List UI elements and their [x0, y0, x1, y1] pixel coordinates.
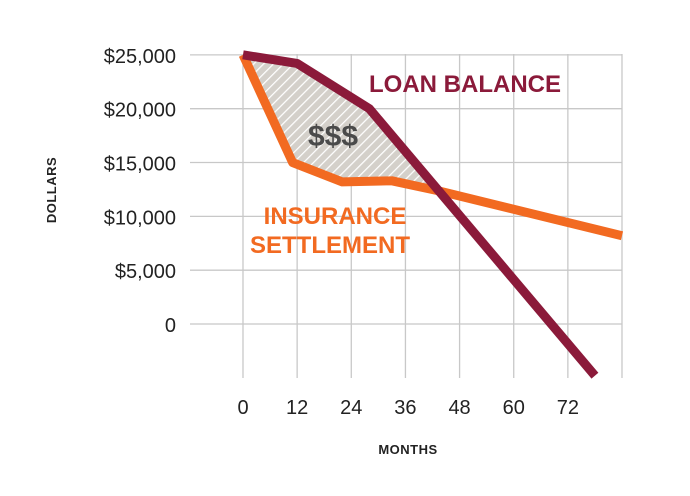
- y-tick-labels: 0 $5,000 $10,000 $15,000 $20,000 $25,000: [104, 46, 176, 337]
- x-tick-label: 0: [237, 397, 248, 419]
- x-tick-label: 36: [394, 397, 416, 419]
- x-tick-label: 72: [557, 397, 579, 419]
- y-tick-label: $10,000: [104, 207, 176, 229]
- y-tick-label: $5,000: [115, 261, 176, 283]
- y-tick-label: 0: [165, 315, 176, 337]
- y-tick-label: $25,000: [104, 46, 176, 68]
- x-tick-label: 48: [448, 397, 470, 419]
- loan-balance-line: [242, 50, 599, 379]
- y-tick-label: $15,000: [104, 154, 176, 176]
- loan-balance-label: LOAN BALANCE: [369, 71, 561, 98]
- gap-annotation: $$$: [308, 120, 358, 153]
- y-tick-label: $20,000: [104, 100, 176, 122]
- series-layer: [238, 50, 624, 379]
- x-tick-label: 12: [286, 397, 308, 419]
- x-tick-label: 24: [340, 397, 362, 419]
- insurance-settlement-label-line2: SETTLEMENT: [250, 232, 410, 259]
- x-tick-label: 60: [503, 397, 525, 419]
- insurance-settlement-label-line1: INSURANCE: [264, 203, 407, 230]
- x-axis-label: MONTHS: [378, 442, 437, 457]
- insurance-settlement-line: [238, 52, 624, 241]
- y-axis-label: DOLLARS: [44, 157, 59, 223]
- x-tick-labels: 0 12 24 36 48 60 72: [237, 397, 579, 419]
